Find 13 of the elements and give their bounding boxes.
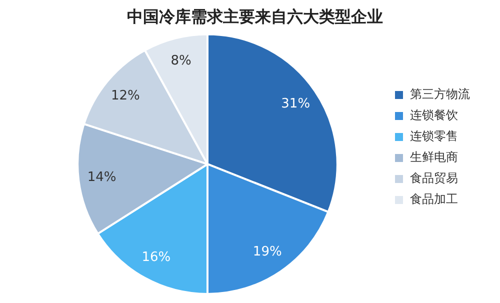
legend-label: 连锁餐饮 [410, 108, 458, 122]
data-label: 31% [281, 96, 310, 112]
legend-label: 食品加工 [410, 192, 458, 206]
legend-label: 第三方物流 [410, 87, 470, 102]
legend-label: 生鲜电商 [410, 150, 458, 164]
data-label: 14% [87, 170, 116, 185]
chart-title: 中国冷库需求主要来自六大类型企业 [127, 6, 383, 26]
legend-label: 连锁零售 [410, 129, 458, 144]
legend-label: 食品贸易 [410, 171, 458, 186]
data-label: 16% [142, 250, 171, 265]
data-label: 19% [252, 244, 282, 260]
data-label: 12% [110, 88, 140, 104]
data-label: 8% [170, 53, 192, 68]
